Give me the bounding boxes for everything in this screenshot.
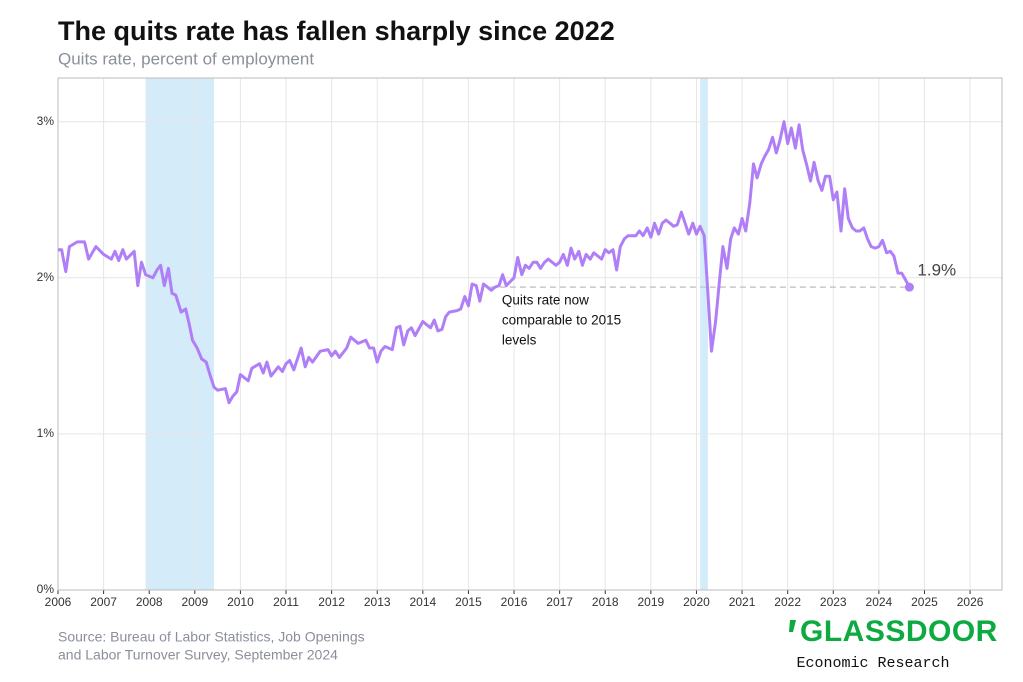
x-tick-label: 2012: [318, 595, 345, 609]
source: Source: Bureau of Labor Statistics, Job …: [58, 629, 365, 645]
x-tick-label: 2015: [455, 595, 482, 609]
x-tick-label: 2018: [592, 595, 619, 609]
x-tick-label: 2006: [45, 595, 72, 609]
x-tick-label: 2022: [774, 595, 801, 609]
chart-subtitle: Quits rate, percent of employment: [58, 49, 314, 68]
annotation: Quits rate now: [502, 293, 589, 308]
chart-title: The quits rate has fallen sharply since …: [58, 16, 615, 46]
x-tick-label: 2024: [866, 595, 893, 609]
x-tick-label: 2011: [273, 595, 299, 609]
x-tick-label: 2023: [820, 595, 847, 609]
x-tick-label: 2009: [181, 595, 208, 609]
recession-shade: [700, 78, 708, 590]
y-tick-label: 0%: [37, 582, 55, 596]
x-tick-label: 2021: [729, 595, 756, 609]
end-label: 1.9%: [917, 261, 956, 280]
x-tick-label: 2007: [90, 595, 117, 609]
end-point: [904, 282, 914, 292]
source: and Labor Turnover Survey, September 202…: [58, 647, 338, 663]
y-tick-label: 3%: [37, 114, 55, 128]
y-tick-label: 2%: [37, 270, 55, 284]
x-tick-label: 2020: [683, 595, 710, 609]
x-tick-label: 2014: [409, 595, 436, 609]
brand-tagline: Economic Research: [796, 655, 949, 672]
y-tick-label: 1%: [37, 426, 55, 440]
x-tick-label: 2026: [957, 595, 984, 609]
x-tick-label: 2013: [364, 595, 391, 609]
x-tick-label: 2016: [501, 595, 528, 609]
annotation: comparable to 2015: [502, 313, 621, 328]
annotation: levels: [502, 333, 537, 348]
recession-shade: [145, 78, 214, 590]
plot-frame: [57, 77, 1003, 591]
quits-line: [58, 120, 911, 405]
x-tick-label: 2019: [637, 595, 664, 609]
brand-name: GLASSDOOR: [800, 615, 998, 648]
x-tick-label: 2025: [911, 595, 938, 609]
x-tick-label: 2008: [136, 595, 163, 609]
x-tick-label: 2017: [546, 595, 573, 609]
logo-mark: [789, 620, 796, 632]
x-tick-label: 2010: [227, 595, 254, 609]
